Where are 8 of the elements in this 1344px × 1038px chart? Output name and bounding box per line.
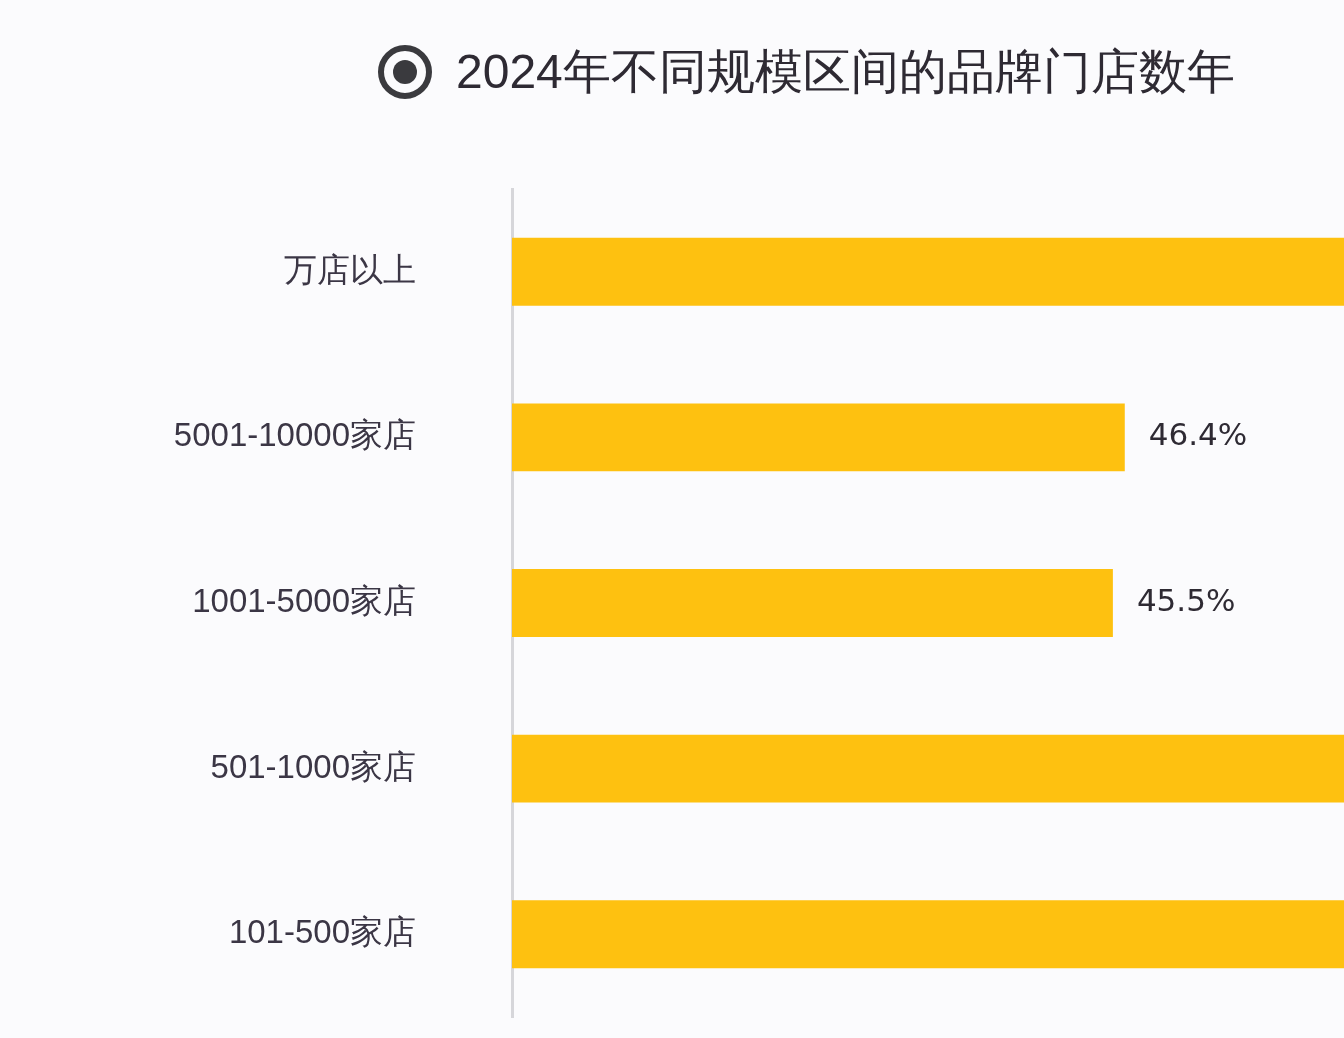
y-tick-label: 501-1000家店 bbox=[210, 747, 416, 785]
y-tick-label: 101-500家店 bbox=[228, 913, 416, 951]
chart-title: 2024年不同规模区间的品牌门店数年 bbox=[456, 44, 1235, 100]
y-tick-label: 万店以上 bbox=[284, 250, 416, 288]
y-tick-label: 1001-5000家店 bbox=[192, 582, 416, 620]
data-label: 45.5% bbox=[1136, 582, 1236, 619]
data-label: 46.4% bbox=[1148, 416, 1248, 453]
y-tick-label: 5001-10000家店 bbox=[173, 416, 416, 454]
